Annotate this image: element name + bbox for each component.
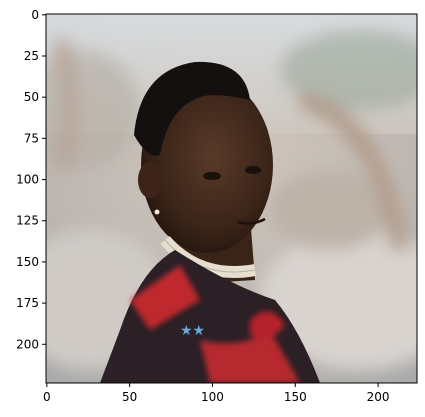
photo: ★★ (46, 14, 417, 383)
y-tick-label: 200 (16, 337, 39, 351)
x-tick-label: 50 (122, 390, 137, 404)
y-tick-label: 75 (24, 131, 39, 145)
x-axis: 0 50 100 150 200 (43, 383, 390, 404)
y-tick-label: 125 (16, 214, 39, 228)
svg-text:★★: ★★ (180, 323, 205, 339)
x-tick-label: 150 (284, 390, 307, 404)
y-tick-label: 50 (24, 90, 39, 104)
y-tick-label: 25 (24, 49, 39, 63)
axes-frame (45, 13, 418, 384)
x-tick-label: 100 (201, 390, 224, 404)
y-axis: 0 25 50 75 100 125 150 175 200 (16, 8, 46, 351)
y-tick-label: 150 (16, 255, 39, 269)
x-tick-label: 200 (367, 390, 390, 404)
y-tick-label: 100 (16, 173, 39, 187)
y-tick-label: 0 (31, 8, 39, 22)
x-tick-label: 0 (43, 390, 51, 404)
y-tick-label: 175 (16, 296, 39, 310)
